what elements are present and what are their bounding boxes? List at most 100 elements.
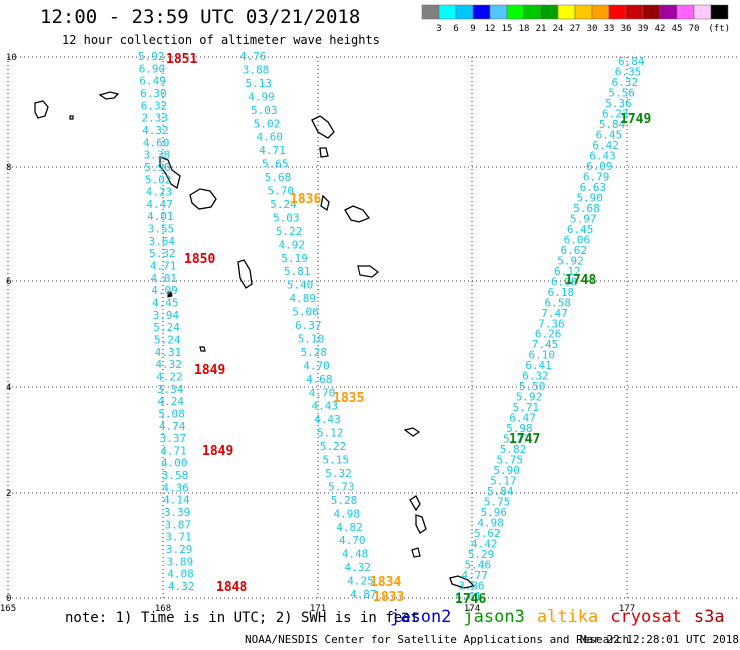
swh-value: 4.48 — [342, 548, 369, 561]
swh-value: 5.97 — [570, 212, 597, 225]
swh-value: 5.08 — [158, 407, 185, 420]
swh-value: 4.42 — [471, 538, 498, 551]
swh-value: 4.98 — [477, 517, 504, 530]
swh-value: 6.41 — [525, 359, 552, 372]
swh-value: 4.23 — [146, 186, 173, 199]
legend-label: 9 — [470, 24, 475, 34]
swh-value: 4.70 — [303, 359, 330, 372]
swh-value: 4.32 — [142, 124, 169, 137]
legend-label: 70 — [689, 24, 700, 34]
swh-value: 5.03 — [251, 104, 278, 117]
swh-value: 4.71 — [150, 260, 177, 273]
swh-value: 4.89 — [290, 292, 317, 305]
swh-value: 4.61 — [455, 590, 482, 603]
y-tick-label: 6 — [6, 277, 11, 287]
swh-value: 5.84 — [599, 118, 626, 131]
island — [167, 291, 173, 298]
x-tick-label: 174 — [464, 604, 480, 614]
swh-value: 3.29 — [166, 543, 193, 556]
swh-value: 5.24 — [153, 321, 180, 334]
swh-value: 4.43 — [314, 413, 341, 426]
swh-value: 5.36 — [605, 97, 632, 110]
swh-value: 5.02 — [145, 173, 172, 186]
legend-label: 39 — [638, 24, 649, 34]
y-tick-label: 8 — [6, 163, 11, 173]
swh-value: 4.70 — [309, 386, 336, 399]
swh-value: 5.92 — [516, 391, 543, 404]
swh-value: 5.17 — [490, 475, 517, 488]
swh-value: 4.71 — [160, 444, 187, 457]
swh-value: 5.40 — [287, 279, 314, 292]
swh-value: 6.30 — [140, 87, 167, 100]
island — [357, 265, 379, 278]
swh-value: 5.90 — [576, 191, 603, 204]
swh-value: 5.75 — [497, 454, 524, 467]
swh-value: 3.39 — [164, 506, 191, 519]
swh-value: 6.90 — [139, 62, 166, 75]
time-label: 1849 — [194, 363, 225, 378]
swh-value: 5.90 — [144, 161, 171, 174]
swh-value: 5.75 — [484, 496, 511, 509]
swh-value: 3.34 — [157, 383, 184, 396]
swh-value: 4.24 — [158, 395, 185, 408]
swh-value: 5.68 — [573, 202, 600, 215]
legend-label: 6 — [453, 24, 458, 34]
satellite-legend: jason2 jason3 altika cryosat s3a — [390, 607, 737, 627]
swh-value: 5.03 — [273, 211, 300, 224]
time-label: 1833 — [373, 590, 404, 605]
swh-value: 5.13 — [246, 77, 273, 90]
swh-value: 4.99 — [248, 90, 275, 103]
swh-value: 3.55 — [148, 223, 175, 236]
swh-value: 4.43 — [312, 400, 339, 413]
swh-value: 5.12 — [317, 427, 344, 440]
swh-value: 6.63 — [580, 181, 607, 194]
legend-label: 42 — [655, 24, 666, 34]
swh-value: 4.32 — [168, 580, 195, 593]
swh-value: 3.58 — [162, 469, 189, 482]
time-label: 1848 — [216, 580, 247, 595]
swh-value: 4.31 — [155, 346, 182, 359]
swh-value: 6.45 — [596, 128, 623, 141]
time-label: 1849 — [202, 444, 233, 459]
swh-value: 6.43 — [589, 149, 616, 162]
y-tick-label: 4 — [6, 383, 11, 393]
swh-value: 5.10 — [298, 332, 325, 345]
legend-label: 21 — [536, 24, 547, 34]
swh-value: 4.00 — [161, 457, 188, 470]
swh-value: 2.33 — [141, 112, 168, 125]
swh-value: 3.94 — [153, 309, 180, 322]
swh-value: 6.35 — [615, 65, 642, 78]
island — [319, 147, 329, 158]
swh-value: 4.92 — [279, 238, 306, 251]
grid-lines — [7, 56, 738, 599]
swh-value: 4.22 — [156, 370, 183, 383]
swh-value: 3.86 — [458, 580, 485, 593]
swh-value: 6.45 — [567, 223, 594, 236]
swh-value: 6.62 — [560, 244, 587, 257]
x-tick-label: 177 — [619, 604, 635, 614]
swh-value: 4.36 — [162, 481, 189, 494]
satellite-jason3: jason3 — [463, 607, 525, 627]
island — [237, 259, 253, 289]
satellite-cryosat: cryosat — [610, 607, 682, 627]
swh-value: 6.18 — [548, 286, 575, 299]
swh-value: 3.87 — [165, 518, 192, 531]
swh-value: 5.92 — [138, 50, 165, 63]
islands — [34, 91, 476, 589]
satellite-altika: altika — [536, 607, 599, 627]
swh-value: 4.98 — [334, 507, 361, 520]
timestamp-text: Mar 22 12:28:01 UTC 2018 — [580, 633, 739, 646]
swh-value: 5.19 — [281, 252, 308, 265]
x-tick-label: 165 — [0, 604, 16, 614]
satellite-s3a: s3a — [693, 607, 725, 627]
island — [411, 547, 421, 558]
x-tick-label: 171 — [310, 604, 326, 614]
swh-value: 4.14 — [163, 494, 190, 507]
island — [98, 91, 120, 100]
swh-value: 6.58 — [544, 296, 571, 309]
swh-value: 3.89 — [167, 555, 194, 568]
swh-value: 5.65 — [262, 158, 289, 171]
swh-value: 4.76 — [240, 50, 267, 63]
time-label: 1850 — [184, 252, 215, 267]
